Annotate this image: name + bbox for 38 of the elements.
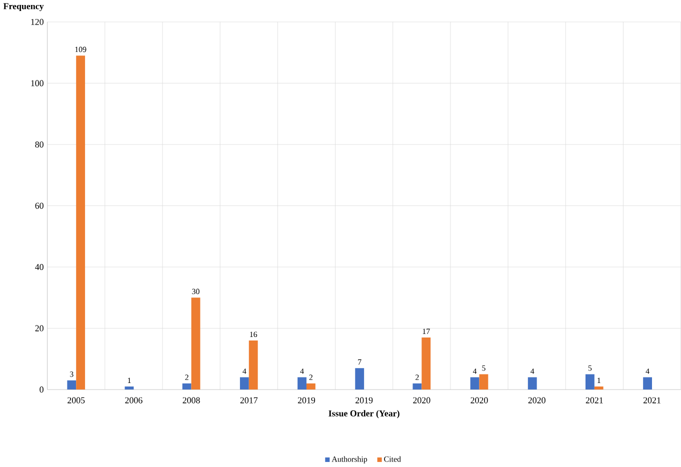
x-tick-label: 2021 (643, 397, 660, 404)
bar (191, 298, 200, 390)
bar (182, 383, 192, 390)
bar (76, 56, 86, 390)
bar (355, 368, 364, 390)
y-tick-label: 100 (31, 80, 44, 86)
bar (643, 377, 652, 390)
y-tick-label: 0 (40, 386, 44, 392)
bar (585, 374, 594, 390)
bar (594, 386, 604, 390)
x-tick-label: 2017 (240, 397, 258, 404)
bar (470, 377, 480, 390)
x-tick-label: 2020 (528, 397, 546, 404)
bar (412, 383, 422, 390)
bar (240, 377, 249, 390)
x-tick-label: 2019 (298, 397, 316, 404)
x-tick-label: 2005 (68, 397, 85, 404)
x-tick-label: 2020 (470, 397, 488, 404)
x-tick-label: 2021 (586, 397, 603, 404)
y-tick-label: 120 (31, 18, 44, 25)
bar (248, 340, 258, 390)
x-tick-label: 2019 (356, 397, 373, 404)
bar (422, 337, 431, 390)
x-tick-label: 2020 (413, 397, 430, 404)
x-tick-label: 2006 (125, 397, 142, 404)
bar (528, 377, 537, 390)
bar (67, 380, 76, 390)
bar (124, 386, 134, 390)
y-tick-label: 20 (35, 325, 44, 332)
x-axis-title: Issue Order (Year) (328, 410, 400, 418)
x-tick-label: 2008 (182, 397, 200, 404)
bar (479, 374, 488, 390)
y-tick-label: 80 (35, 141, 44, 148)
bar (298, 377, 306, 390)
y-tick-label: 40 (35, 264, 44, 270)
y-axis-title: Frequency (3, 3, 44, 11)
bar (306, 383, 316, 390)
y-tick-label: 60 (35, 202, 44, 209)
